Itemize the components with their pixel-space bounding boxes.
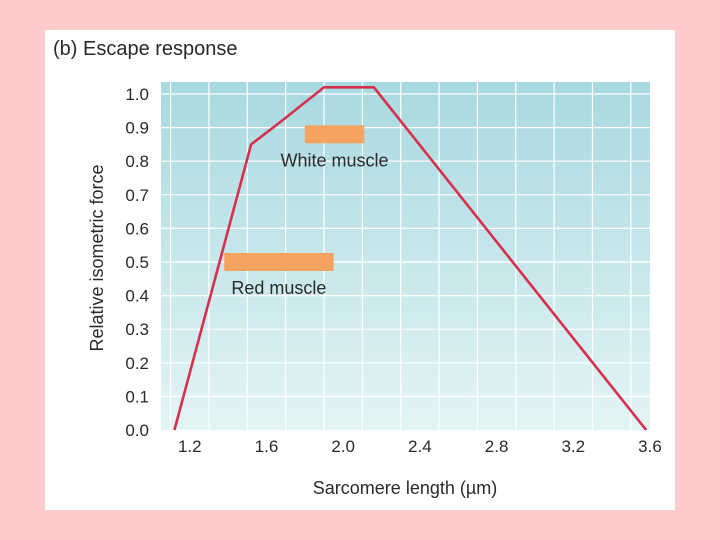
range-bar — [304, 125, 365, 144]
x-axis-label: Sarcomere length (µm) — [313, 478, 497, 498]
y-axis-label: Relative isometric force — [87, 164, 107, 351]
range-label: White muscle — [281, 150, 389, 170]
chart-card: (b) Escape response 1.2 1.6 2.0 2.4 2.8 3.2 3.… — [45, 30, 675, 510]
x-tick-label: 3.6 — [638, 437, 662, 456]
y-tick-label: 0.3 — [125, 320, 149, 339]
y-axis-ticks: 0.0 0.1 0.2 0.3 0.4 0.5 0.6 0.7 0.8 0.9 1.0 — [125, 85, 149, 440]
y-tick-label: 0.6 — [125, 219, 149, 238]
x-tick-label: 2.0 — [331, 437, 355, 456]
y-tick-label: 0.9 — [125, 119, 149, 138]
series — [173, 85, 648, 431]
y-tick-label: 0.8 — [125, 152, 149, 171]
x-tick-label: 3.2 — [561, 437, 585, 456]
x-axis-ticks: 1.2 1.6 2.0 2.4 2.8 3.2 3.6 — [178, 437, 662, 456]
chart: (b) Escape response 1.2 1.6 2.0 2.4 2.8 3.2 3.… — [53, 38, 662, 498]
x-tick-label: 1.6 — [255, 437, 279, 456]
y-tick-label: 0.1 — [125, 387, 149, 406]
y-tick-label: 0.0 — [125, 421, 149, 440]
range-label: Red muscle — [231, 278, 326, 298]
range-markers: White muscle Red muscle — [224, 125, 389, 298]
series-line — [173, 85, 648, 431]
y-tick-label: 0.5 — [125, 253, 149, 272]
y-tick-label: 1.0 — [125, 85, 149, 104]
y-tick-label: 0.7 — [125, 186, 149, 205]
x-tick-label: 1.2 — [178, 437, 202, 456]
y-tick-label: 0.2 — [125, 354, 149, 373]
range-bar — [224, 253, 334, 271]
y-tick-label: 0.4 — [125, 287, 149, 306]
chart-title: (b) Escape response — [53, 38, 238, 60]
x-tick-label: 2.4 — [408, 437, 432, 456]
x-tick-label: 2.8 — [485, 437, 509, 456]
